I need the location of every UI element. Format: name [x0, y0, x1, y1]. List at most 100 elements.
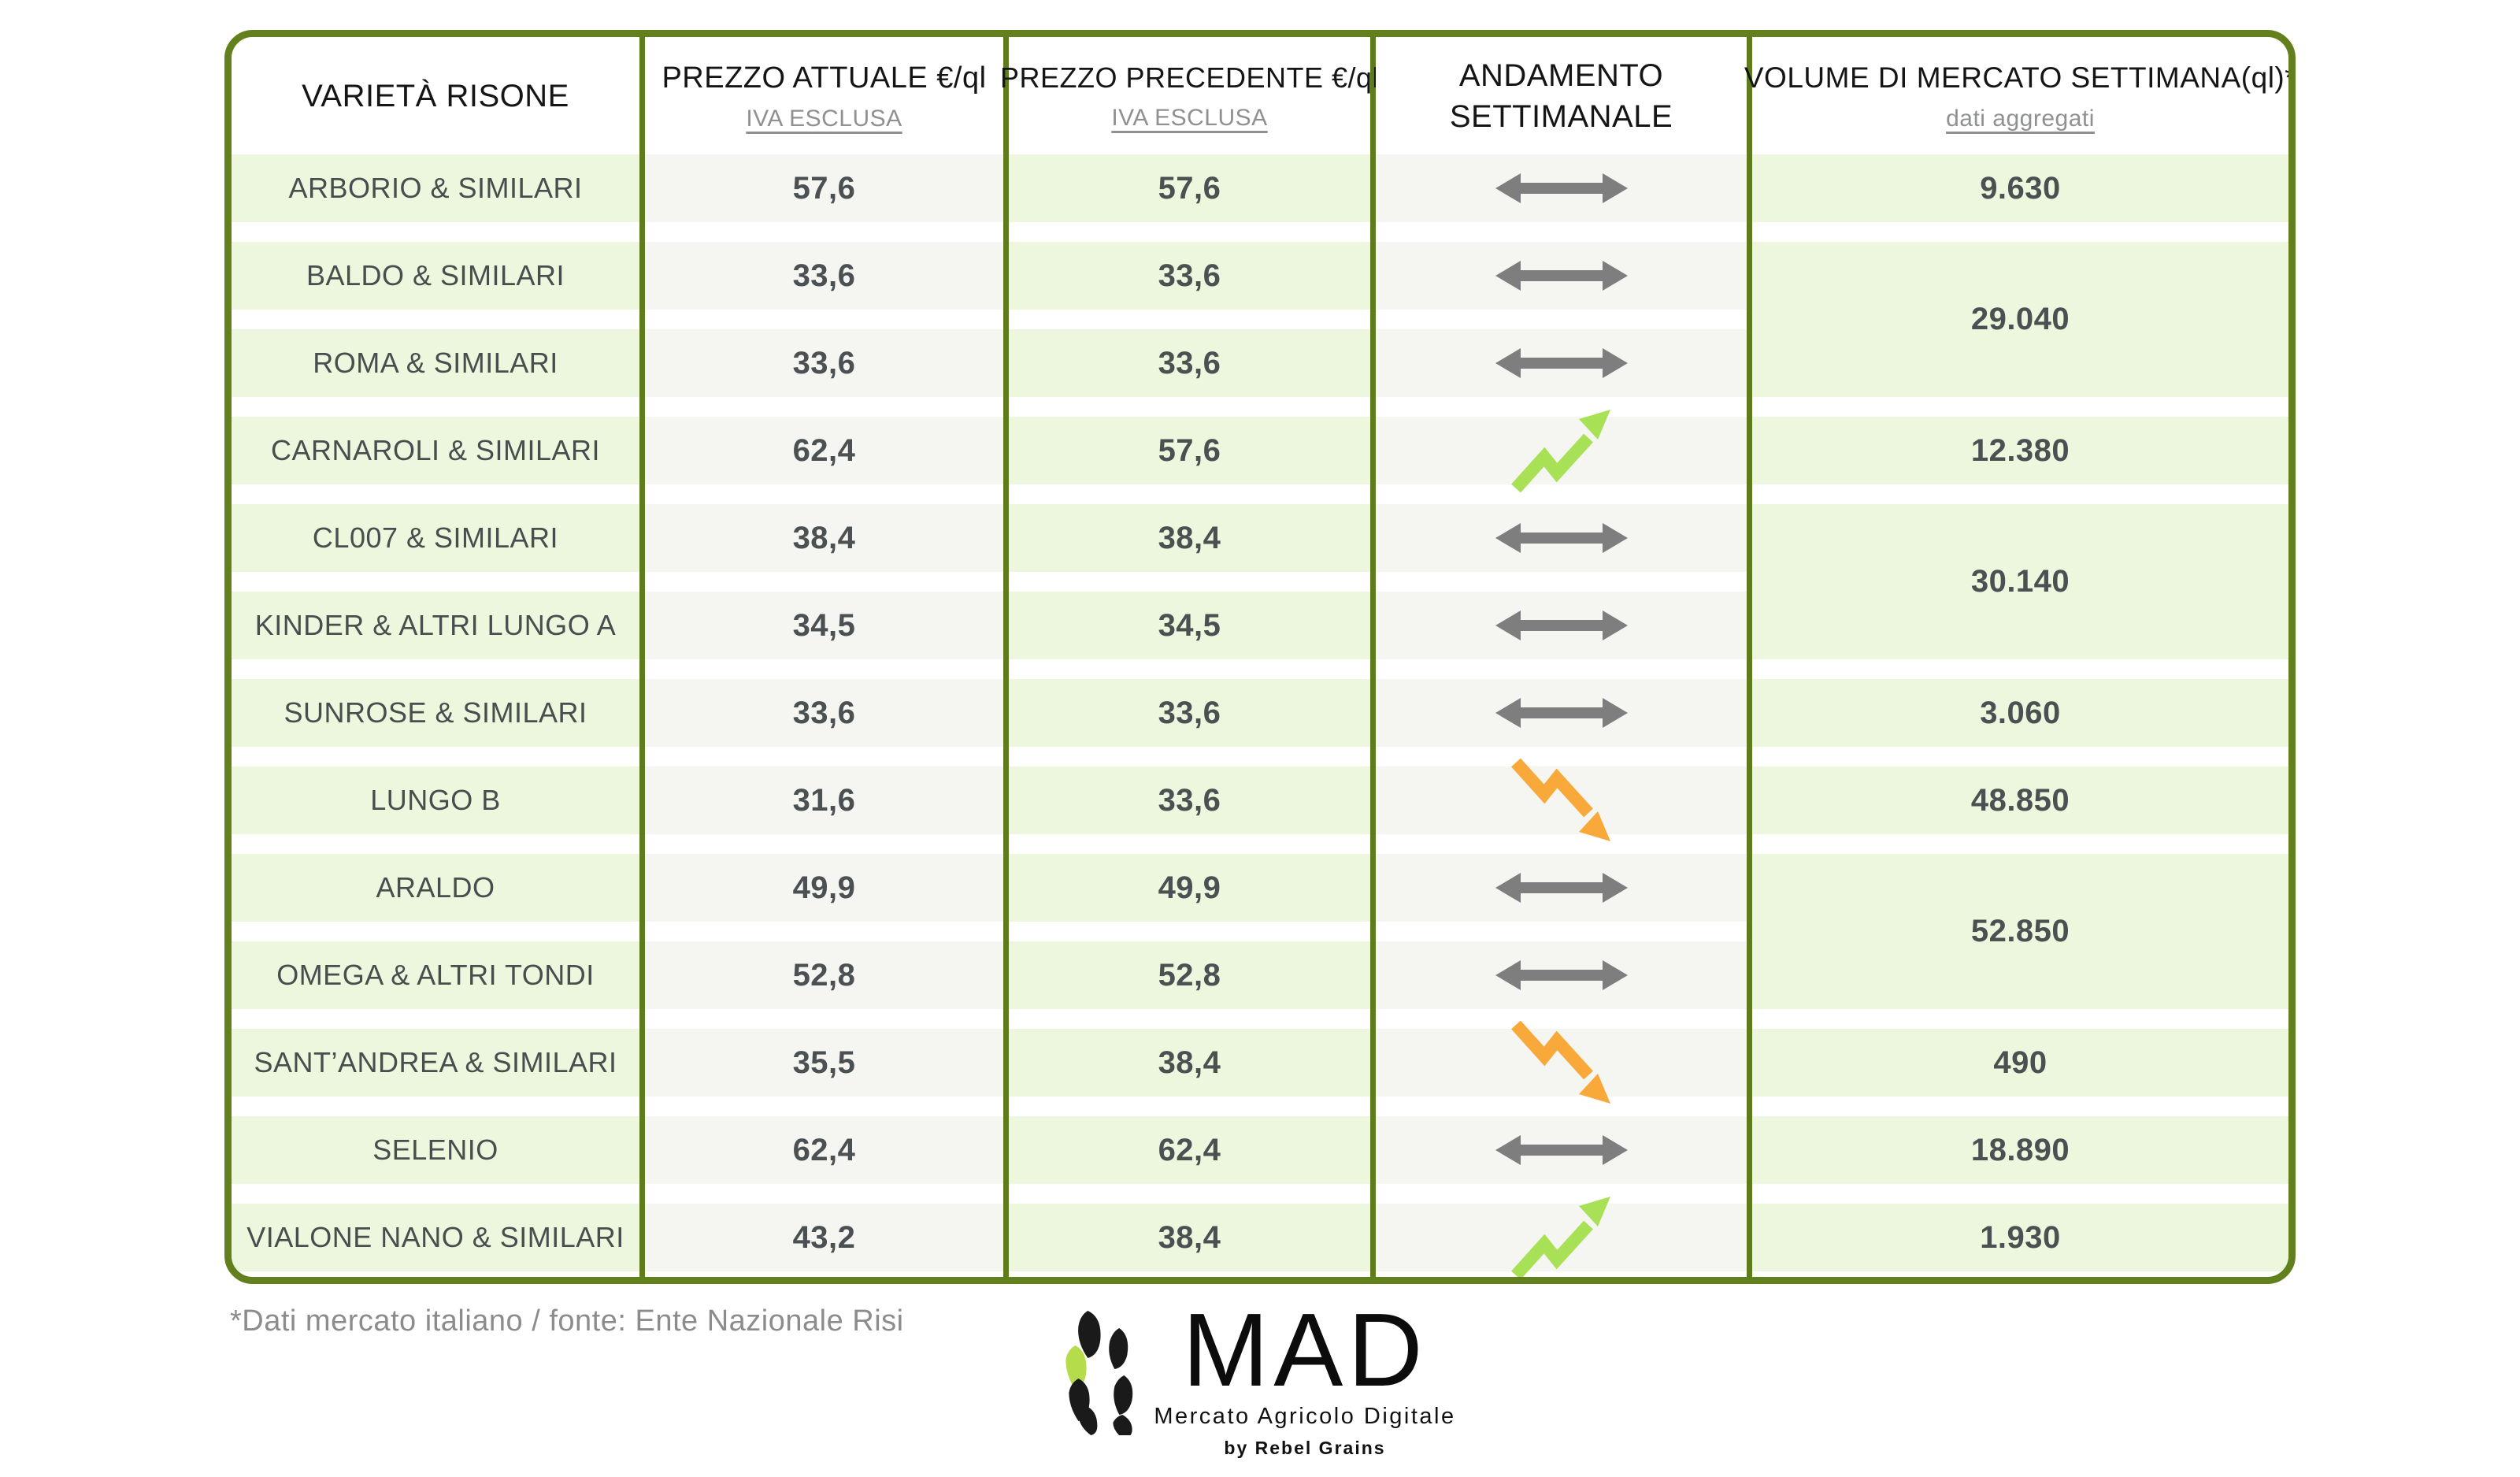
flat-arrow-icon — [1495, 523, 1628, 553]
price-current-value: 38,4 — [792, 520, 856, 555]
variety-cell: LUNGO B — [232, 766, 639, 834]
variety-label: CARNAROLI & SIMILARI — [270, 434, 601, 466]
price-previous-value: 33,6 — [1158, 258, 1221, 293]
volume-value: 9.630 — [1980, 170, 2061, 206]
price-previous-cell: 34,5 — [1009, 592, 1370, 659]
trend-cell — [1376, 1116, 1747, 1184]
price-current-cell: 33,6 — [645, 242, 1003, 310]
logo-title: MAD — [1182, 1292, 1428, 1408]
variety-label: CL007 & SIMILARI — [312, 521, 559, 554]
variety-label: ARALDO — [376, 871, 495, 904]
price-previous-cell: 38,4 — [1009, 504, 1370, 572]
flat-arrow-icon — [1495, 610, 1628, 640]
variety-cell: BALDO & SIMILARI — [232, 242, 639, 310]
variety-label: SUNROSE & SIMILARI — [284, 696, 587, 729]
trend-cell — [1376, 242, 1747, 310]
logo-subtitle: Mercato Agricolo Digitale — [1154, 1404, 1456, 1429]
volume-value: 18.890 — [1970, 1132, 2070, 1167]
price-previous-cell: 57,6 — [1009, 154, 1370, 222]
flat-arrow-icon — [1495, 698, 1628, 728]
price-previous-value: 33,6 — [1158, 782, 1221, 818]
variety-cell: ARBORIO & SIMILARI — [232, 154, 639, 222]
volume-cell: 1.930 — [1752, 1204, 2288, 1271]
volume-cell: 48.850 — [1752, 766, 2288, 834]
column-andamento: ANDAMENTO SETTIMANALE — [1376, 37, 1752, 1277]
price-current-value: 43,2 — [792, 1219, 856, 1255]
trend-down-icon — [1510, 1020, 1610, 1104]
price-previous-cell: 38,4 — [1009, 1204, 1370, 1271]
price-previous-value: 62,4 — [1158, 1132, 1221, 1167]
logo-byline: by Rebel Grains — [1224, 1438, 1386, 1458]
price-previous-cell: 33,6 — [1009, 679, 1370, 747]
variety-label: ROMA & SIMILARI — [313, 347, 558, 379]
trend-cell — [1376, 679, 1747, 747]
price-current-value: 52,8 — [792, 957, 856, 993]
price-current-cell: 43,2 — [645, 1204, 1003, 1271]
price-current-cell: 49,9 — [645, 854, 1003, 922]
variety-cell: VIALONE NANO & SIMILARI — [232, 1204, 639, 1271]
trend-cell — [1376, 1020, 1747, 1104]
trend-up-icon — [1510, 1197, 1610, 1277]
price-current-cell: 35,5 — [645, 1029, 1003, 1097]
volume-value: 3.060 — [1980, 695, 2061, 730]
variety-cell: CL007 & SIMILARI — [232, 504, 639, 572]
flat-arrow-icon — [1495, 873, 1628, 903]
header-label-varieta: VARIETÀ RISONE — [302, 78, 569, 113]
price-previous-cell: 33,6 — [1009, 766, 1370, 834]
price-previous-value: 38,4 — [1158, 520, 1221, 555]
header-label-prezzo-attuale: PREZZO ATTUALE €/ql — [662, 61, 987, 95]
flat-arrow-icon — [1495, 261, 1628, 291]
variety-label: BALDO & SIMILARI — [306, 259, 565, 291]
variety-cell: CARNAROLI & SIMILARI — [232, 417, 639, 484]
volume-value: 30.140 — [1970, 564, 2070, 599]
price-previous-value: 49,9 — [1158, 870, 1221, 905]
price-previous-cell: 33,6 — [1009, 242, 1370, 310]
price-previous-cell: 62,4 — [1009, 1116, 1370, 1184]
price-previous-value: 57,6 — [1158, 432, 1221, 468]
price-previous-cell: 38,4 — [1009, 1029, 1370, 1097]
header-cell-andamento: ANDAMENTO SETTIMANALE — [1376, 37, 1747, 154]
volume-cell: 3.060 — [1752, 679, 2288, 747]
header-sub-dati-aggregati: dati aggregati — [1946, 105, 2095, 132]
variety-cell: SELENIO — [232, 1116, 639, 1184]
trend-cell — [1376, 854, 1747, 922]
trend-cell — [1376, 941, 1747, 1009]
price-current-value: 57,6 — [792, 170, 856, 206]
flat-arrow-icon — [1495, 348, 1628, 378]
price-current-value: 62,4 — [792, 432, 856, 468]
price-current-value: 33,6 — [792, 695, 856, 730]
rice-price-table: VARIETÀ RISONE ARBORIO & SIMILARI BALDO … — [224, 30, 2296, 1284]
volume-value: 29.040 — [1970, 302, 2070, 336]
variety-label: LUNGO B — [370, 784, 501, 816]
header-sub-iva-esclusa: IVA ESCLUSA — [1111, 104, 1268, 131]
header-label-volume: VOLUME DI MERCATO SETTIMANA(ql)* — [1744, 61, 2296, 95]
price-current-cell: 31,6 — [645, 766, 1003, 834]
header-cell-prezzo-attuale: PREZZO ATTUALE €/ql IVA ESCLUSA — [645, 37, 1003, 154]
price-current-cell: 57,6 — [645, 154, 1003, 222]
price-previous-value: 33,6 — [1158, 345, 1221, 380]
logo-text-block: MAD Mercato Agricolo Digitale by Rebel G… — [1154, 1298, 1455, 1459]
header-cell-varieta: VARIETÀ RISONE — [232, 37, 639, 154]
trend-cell — [1376, 504, 1747, 572]
variety-cell: KINDER & ALTRI LUNGO A — [232, 592, 639, 659]
volume-cell: 18.890 — [1752, 1116, 2288, 1184]
price-previous-cell: 33,6 — [1009, 329, 1370, 397]
volume-value: 490 — [1993, 1045, 2048, 1080]
volume-value: 52.850 — [1970, 914, 2070, 948]
price-previous-cell: 57,6 — [1009, 417, 1370, 484]
variety-cell: SUNROSE & SIMILARI — [232, 679, 639, 747]
price-current-cell: 38,4 — [645, 504, 1003, 572]
price-previous-value: 52,8 — [1158, 957, 1221, 993]
variety-label: OMEGA & ALTRI TONDI — [276, 959, 595, 991]
header-label-andamento: ANDAMENTO SETTIMANALE — [1449, 58, 1673, 134]
variety-cell: ARALDO — [232, 854, 639, 922]
trend-cell — [1376, 154, 1747, 222]
plant-icon — [1065, 1311, 1133, 1435]
volume-cell-merged: 29.040 — [1752, 242, 2288, 397]
flat-arrow-icon — [1495, 1135, 1628, 1165]
variety-label: SELENIO — [372, 1134, 498, 1166]
price-current-value: 33,6 — [792, 258, 856, 293]
mad-logo: MAD Mercato Agricolo Digitale by Rebel G… — [1064, 1298, 1455, 1459]
volume-cell-merged: 30.140 — [1752, 504, 2288, 659]
price-previous-value: 33,6 — [1158, 695, 1221, 730]
